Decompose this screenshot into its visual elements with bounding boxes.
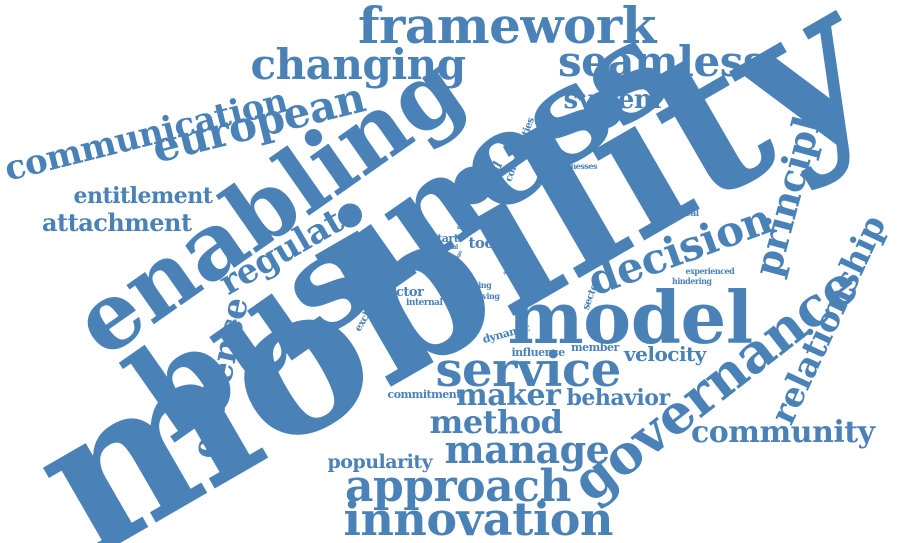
word-hindering: hindering	[672, 276, 712, 286]
word-style: style	[456, 214, 497, 233]
word-maker: maker	[456, 378, 561, 413]
word-effort: effort	[501, 242, 515, 249]
word-attachment: attachment	[42, 208, 192, 237]
word-start: start	[431, 231, 459, 245]
word-internal: internal	[406, 297, 443, 308]
word-leads: leads	[512, 258, 525, 265]
word-community: community	[691, 415, 875, 450]
word-entitlement: entitlement	[73, 183, 213, 209]
word-changing: changing	[250, 40, 467, 89]
word-member: member	[571, 340, 619, 354]
word-tool: tool	[468, 233, 500, 252]
word-take: take	[501, 249, 512, 256]
word-manage: manage	[444, 427, 610, 472]
word-businesses: businesses	[553, 161, 598, 171]
word-method: method	[429, 403, 563, 441]
word-looking: looking	[461, 280, 492, 290]
word-social: social	[361, 271, 395, 285]
word-popularity: popularity	[327, 450, 433, 473]
word-external: external	[434, 244, 458, 251]
word-commitment: commitment	[387, 387, 462, 401]
word-service: service	[435, 342, 622, 398]
word-influence: influence	[511, 345, 566, 359]
word-model: model	[507, 275, 754, 360]
word-factor: factor	[383, 284, 424, 300]
word-innovation: innovation	[343, 492, 614, 543]
word-experienced: experienced	[685, 266, 735, 276]
word-velocity: velocity	[624, 342, 706, 366]
word-approach: approach	[345, 461, 571, 512]
word-framework: framework	[358, 0, 656, 55]
word-driving: driving	[471, 291, 500, 301]
word-system: system	[563, 85, 662, 115]
word-theoretical: theoretical	[649, 208, 699, 219]
word-seamless: seamless	[558, 37, 767, 86]
word-behavior: behavior	[566, 385, 671, 411]
